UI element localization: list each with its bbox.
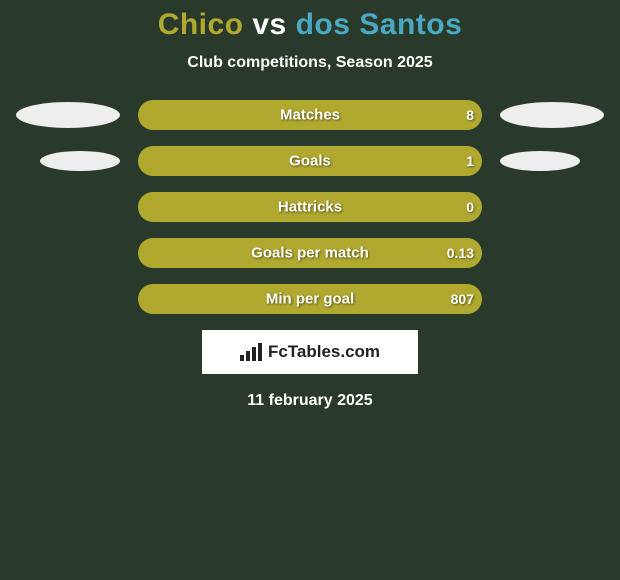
stat-bar: Matches 8 xyxy=(138,100,482,130)
stat-label: Goals xyxy=(289,153,331,170)
stat-row: Min per goal 807 xyxy=(0,284,620,314)
bars-icon xyxy=(240,343,262,361)
stat-value-right: 1 xyxy=(466,153,474,169)
player1-name: Chico xyxy=(158,8,244,41)
stat-bar: Hattricks 0 xyxy=(138,192,482,222)
player1-badge xyxy=(16,102,120,128)
brand-label: FcTables.com xyxy=(268,342,380,362)
player2-badge xyxy=(500,102,604,128)
player2-badge xyxy=(500,151,580,171)
stat-label: Matches xyxy=(280,107,340,124)
page-title: Chico vs dos Santos xyxy=(0,8,620,42)
stat-bar: Goals 1 xyxy=(138,146,482,176)
infographic-container: Chico vs dos Santos Club competitions, S… xyxy=(0,0,620,410)
stat-value-right: 807 xyxy=(451,291,474,307)
stat-row: Matches 8 xyxy=(0,100,620,130)
subtitle: Club competitions, Season 2025 xyxy=(0,54,620,72)
stat-label: Goals per match xyxy=(251,245,369,262)
brand-text-wrap: FcTables.com xyxy=(240,342,380,362)
stat-bar: Min per goal 807 xyxy=(138,284,482,314)
brand-badge[interactable]: FcTables.com xyxy=(202,330,418,374)
stat-row: Goals per match 0.13 xyxy=(0,238,620,268)
player1-badge xyxy=(40,151,120,171)
stat-value-right: 8 xyxy=(466,107,474,123)
stat-value-right: 0 xyxy=(466,199,474,215)
stat-row: Goals 1 xyxy=(0,146,620,176)
vs-text: vs xyxy=(252,8,286,41)
stat-label: Min per goal xyxy=(266,291,354,308)
date-text: 11 february 2025 xyxy=(0,392,620,410)
stat-label: Hattricks xyxy=(278,199,342,216)
player2-name: dos Santos xyxy=(296,8,463,41)
stat-bar: Goals per match 0.13 xyxy=(138,238,482,268)
stat-row: Hattricks 0 xyxy=(0,192,620,222)
stat-value-right: 0.13 xyxy=(447,245,474,261)
stats-list: Matches 8 Goals 1 Hattricks 0 Goals per match 0… xyxy=(0,100,620,314)
